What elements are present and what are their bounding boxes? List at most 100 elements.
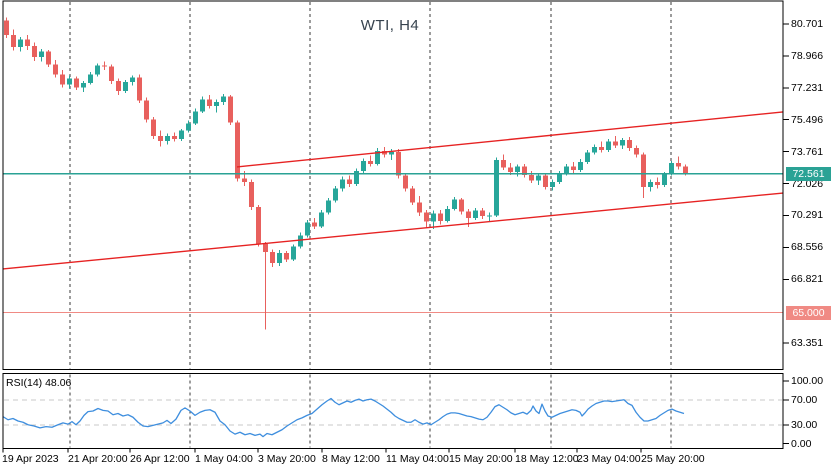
chart-title: WTI, H4 — [360, 17, 420, 34]
candle-body — [620, 139, 625, 146]
candle — [263, 241, 268, 330]
candle — [158, 130, 163, 147]
candle-body — [116, 81, 121, 92]
candle — [424, 209, 429, 229]
candle — [676, 156, 681, 170]
rsi-panel-frame[interactable] — [2, 373, 784, 449]
x-axis-label: 26 Apr 12:00 — [130, 453, 190, 465]
x-axis-label: 3 May 20:00 — [258, 453, 316, 465]
candle — [32, 42, 37, 61]
candle — [592, 144, 597, 155]
candle-body — [578, 161, 583, 171]
current-price-marker: 72.561 — [786, 166, 831, 181]
candle — [25, 35, 30, 50]
candle-body — [228, 96, 233, 123]
candle — [256, 205, 261, 247]
candle-body — [263, 243, 268, 253]
candle-body — [123, 81, 128, 92]
candle — [557, 171, 562, 185]
candle-body — [179, 130, 184, 139]
candle-body — [354, 171, 359, 185]
x-axis-label: 15 May 20:00 — [449, 453, 513, 465]
y-axis-label: 77.231 — [791, 81, 824, 94]
candle — [333, 185, 338, 203]
candle-body — [417, 202, 422, 213]
rsi-axis-label: 0.00 — [791, 437, 812, 450]
level-price-marker: 65.000 — [786, 305, 831, 320]
candle — [109, 64, 114, 84]
candle — [11, 29, 16, 51]
main-panel-frame[interactable] — [2, 0, 784, 370]
candle-body — [529, 174, 534, 181]
candle — [179, 128, 184, 141]
candle-body — [557, 172, 562, 183]
candle — [361, 158, 366, 173]
candle-body — [172, 136, 177, 139]
candle-body — [676, 162, 681, 167]
candle — [95, 63, 100, 77]
candle-body — [221, 96, 226, 103]
candle-body — [424, 212, 429, 222]
candle-body — [256, 206, 261, 244]
candle — [130, 75, 135, 86]
candle-body — [648, 182, 653, 187]
candle-body — [445, 208, 450, 221]
candle-body — [501, 160, 506, 168]
rsi-axis-label: 30.00 — [791, 418, 818, 431]
candle-body — [4, 20, 9, 36]
candle — [305, 219, 310, 238]
candle-body — [564, 166, 569, 173]
candle-body — [214, 102, 219, 106]
candle — [403, 172, 408, 192]
candle — [494, 157, 499, 218]
candle-body — [452, 199, 457, 209]
candle-body — [536, 175, 541, 181]
candle — [445, 206, 450, 223]
candle — [60, 69, 65, 88]
candle — [116, 78, 121, 95]
candle-body — [193, 111, 198, 124]
candle-body — [396, 151, 401, 176]
candle-body — [11, 35, 16, 48]
candle — [536, 173, 541, 185]
candle-body — [74, 78, 79, 88]
candle-body — [410, 188, 415, 203]
candle — [578, 159, 583, 173]
lower-trendline[interactable] — [2, 192, 784, 270]
candle-body — [459, 199, 464, 212]
candle — [648, 179, 653, 192]
candle-body — [613, 141, 618, 146]
candle — [571, 161, 576, 173]
x-axis-label: 1 May 04:00 — [195, 453, 253, 465]
candle — [634, 145, 639, 158]
candle-body — [200, 99, 205, 112]
candle — [375, 148, 380, 166]
candle-body — [158, 136, 163, 141]
candle-body — [403, 175, 408, 189]
candle-body — [494, 160, 499, 216]
upper-trendline[interactable] — [236, 111, 784, 168]
candle — [4, 17, 9, 38]
candle — [431, 210, 436, 230]
candle-body — [389, 151, 394, 155]
rsi-axis-label: 70.00 — [791, 393, 818, 406]
candle-body — [39, 51, 44, 58]
candle — [165, 133, 170, 145]
candle — [74, 76, 79, 91]
candle — [172, 132, 177, 142]
candle-body — [599, 147, 604, 150]
candle-body — [466, 211, 471, 219]
candle-body — [95, 65, 100, 75]
candle — [459, 197, 464, 215]
candle — [291, 244, 296, 262]
candle — [88, 71, 93, 85]
candle-body — [641, 154, 646, 187]
candle-body — [592, 147, 597, 153]
candle — [151, 116, 156, 139]
candle — [515, 164, 520, 177]
candle-body — [60, 74, 65, 85]
candle — [410, 185, 415, 206]
y-axis-label: 70.291 — [791, 209, 824, 222]
